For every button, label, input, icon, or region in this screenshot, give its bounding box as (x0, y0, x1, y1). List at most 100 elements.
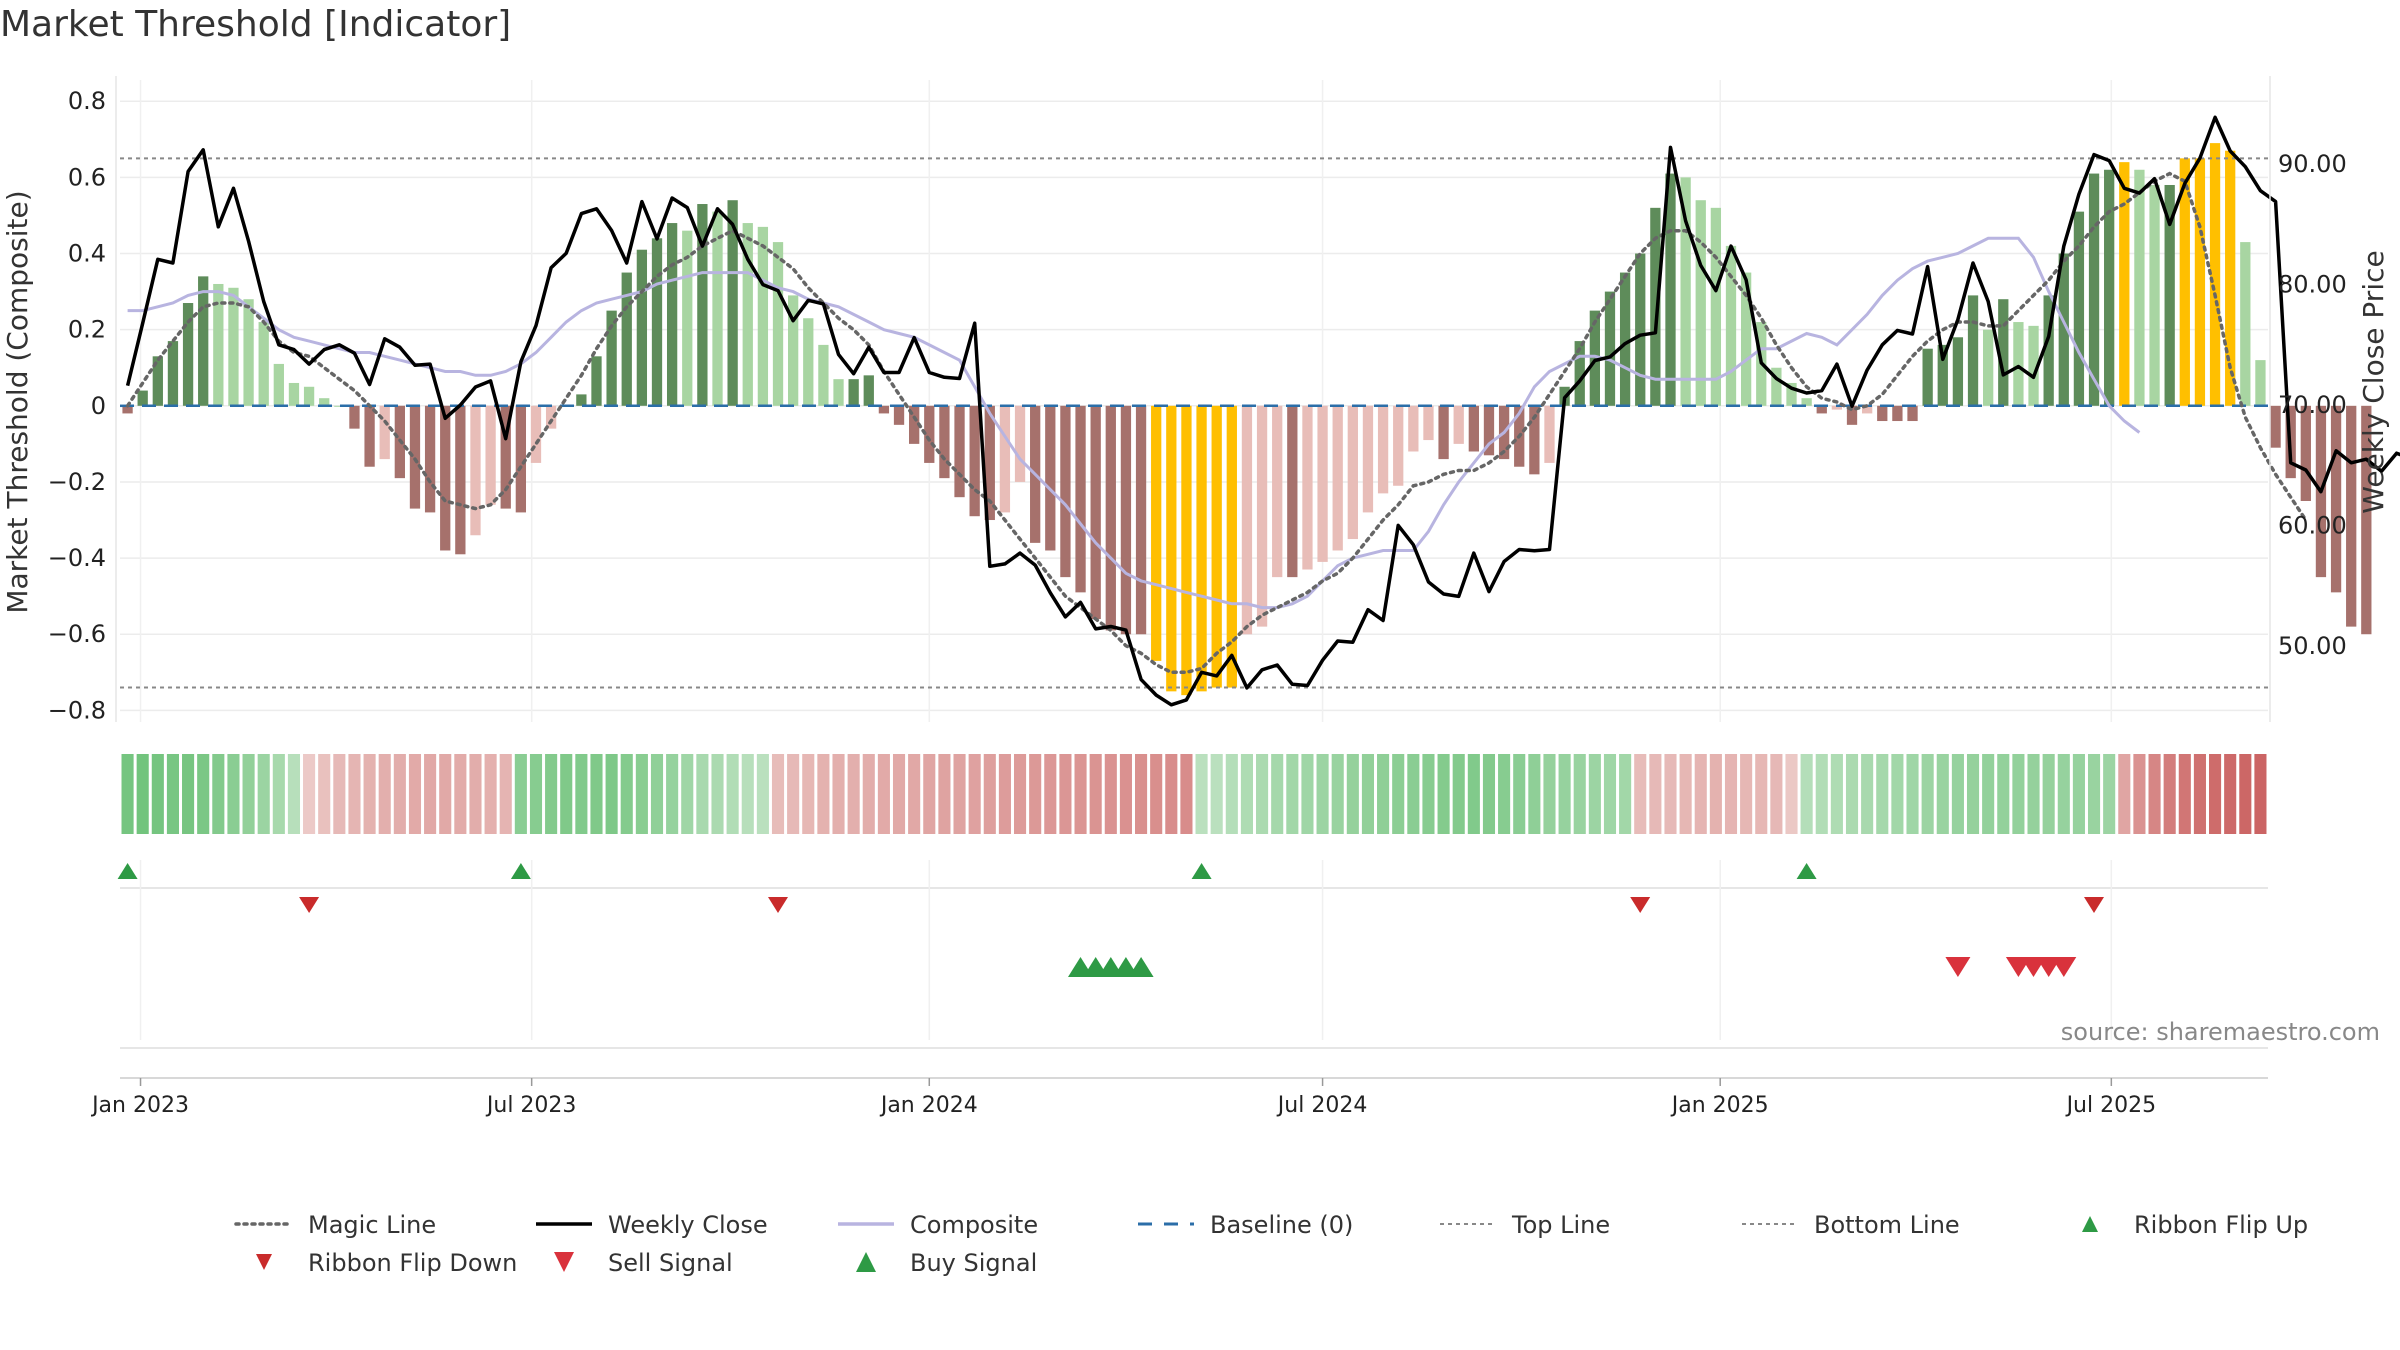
ribbon-cell (2027, 754, 2040, 834)
threshold-bar (1045, 405, 1056, 551)
ribbon-cell (272, 754, 285, 834)
legend-label: Composite (910, 1211, 1038, 1239)
threshold-bar (1332, 405, 1343, 551)
ribbon-cell (1830, 754, 1843, 834)
x-tick-label: Jan 2024 (879, 1093, 978, 1118)
threshold-bar (1105, 405, 1116, 631)
threshold-bar (409, 405, 421, 509)
threshold-bar (606, 310, 617, 406)
legend-swatch-triangle-down (256, 1254, 272, 1270)
threshold-bar (666, 223, 678, 406)
threshold-bar (379, 405, 390, 460)
threshold-bar (697, 204, 708, 406)
threshold-bar (258, 322, 269, 406)
ribbon-cell (2209, 754, 2222, 834)
threshold-bar (682, 230, 693, 406)
ribbon-cell (1936, 754, 1949, 834)
threshold-bar (1604, 291, 1616, 406)
threshold-bar (2240, 242, 2251, 406)
threshold-bar (1952, 337, 1964, 406)
left-tick-label: 0.6 (68, 163, 106, 191)
ribbon-cell (968, 754, 981, 834)
threshold-bar (455, 405, 466, 555)
axes: 0.8 0.6 0.4 0.2 0 −0.2 −0.4 −0.6 −0.8 Market Thre… (1, 76, 2390, 724)
threshold-bar (1408, 405, 1419, 452)
threshold-bar (969, 405, 980, 517)
right-tick-label: 70.00 (2278, 391, 2347, 419)
threshold-bar (2104, 169, 2115, 406)
ribbon-cell (1089, 754, 1102, 834)
ribbon-cell (545, 754, 558, 834)
threshold-bars (122, 143, 2372, 696)
threshold-bar (364, 405, 375, 467)
ribbon-cell (2042, 754, 2055, 834)
threshold-bar (1393, 405, 1404, 486)
ribbon-cell (666, 754, 679, 834)
ribbon-cell (484, 754, 497, 834)
threshold-bar (727, 200, 738, 406)
ribbon-cell (1664, 754, 1677, 834)
threshold-bar (742, 223, 753, 406)
ribbon-cell (847, 754, 860, 834)
threshold-bar (1967, 295, 1979, 406)
threshold-bar (1060, 405, 1071, 578)
ribbon-cell (1013, 754, 1027, 834)
threshold-bar (621, 272, 632, 406)
threshold-bar (1680, 177, 1691, 406)
threshold-bar (2149, 184, 2160, 406)
legend-item: Buy Signal (856, 1249, 1037, 1277)
ribbon-cell (2163, 754, 2176, 834)
ribbon-cell (1966, 754, 1980, 834)
threshold-bar (2058, 253, 2069, 406)
ribbon-cell (1331, 754, 1344, 834)
left-tick-label: −0.8 (48, 696, 106, 724)
ribbon-cell (817, 754, 830, 834)
threshold-bar (2164, 184, 2175, 406)
ribbon-cell (348, 754, 361, 834)
ribbon-cell (1785, 754, 1798, 834)
ribbon-cell (1346, 754, 1359, 834)
threshold-bar (1937, 344, 1948, 406)
ribbon-cell (363, 754, 376, 834)
ribbon-cell (681, 754, 694, 834)
threshold-bar (515, 405, 527, 513)
ribbon-cell (1467, 754, 1480, 834)
ribbon-cell (711, 754, 724, 834)
legend-label: Ribbon Flip Down (308, 1249, 517, 1277)
threshold-bar (757, 226, 769, 406)
legend-swatch-triangle-up (2082, 1216, 2098, 1232)
threshold-bar (1831, 405, 1843, 410)
ribbon-cell (1982, 754, 1995, 834)
ribbon-cell (802, 754, 815, 834)
ribbon-cell (1150, 754, 1163, 834)
threshold-bar (863, 375, 874, 406)
ribbon-cell (2057, 754, 2070, 834)
legend-item: Composite (838, 1211, 1038, 1239)
ribbon-cell (1573, 754, 1586, 834)
ribbon-cell (635, 754, 648, 834)
threshold-bar (1256, 405, 1268, 627)
ribbon-cell (908, 754, 921, 834)
ribbon-cell (1588, 754, 1601, 834)
threshold-bar (1423, 405, 1434, 441)
ribbon-cell (151, 754, 164, 834)
legend-label: Top Line (1511, 1211, 1610, 1239)
threshold-bar (319, 398, 330, 406)
ribbon-cell (2193, 754, 2206, 834)
ribbon-flip-up-marker (1191, 863, 1212, 879)
ribbon-cell (1709, 754, 1722, 834)
left-tick-label: −0.6 (48, 620, 106, 648)
threshold-bar (500, 405, 511, 509)
threshold-bar (636, 249, 648, 406)
ribbon-cell (1361, 754, 1375, 834)
threshold-bar (1181, 405, 1192, 696)
threshold-bar (440, 405, 451, 551)
ribbon-cell (454, 754, 467, 834)
ribbon-cell (590, 754, 603, 834)
legend-label: Sell Signal (608, 1249, 733, 1277)
legend-label: Weekly Close (608, 1211, 768, 1239)
left-tick-label: 0 (91, 392, 106, 420)
threshold-bar (1861, 405, 1873, 414)
series-lines (120, 115, 2400, 707)
